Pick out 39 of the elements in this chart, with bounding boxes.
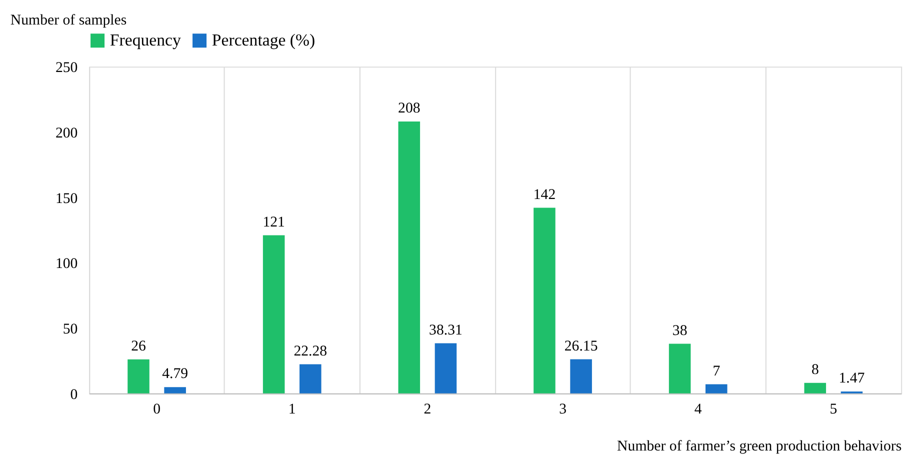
legend-label: Percentage (%)	[212, 30, 316, 50]
x-tick-label: 4	[694, 402, 702, 418]
data-label: 26	[131, 338, 146, 354]
bar	[164, 387, 186, 394]
data-label: 7	[712, 363, 720, 380]
y-tick-label: 50	[62, 321, 78, 338]
data-label: 142	[533, 186, 556, 203]
y-tick-label: 0	[70, 386, 78, 403]
data-label: 8	[811, 362, 819, 378]
x-tick-label: 2	[424, 402, 432, 418]
data-label: 208	[398, 100, 420, 117]
bar	[398, 122, 420, 394]
data-label: 38	[672, 322, 688, 339]
x-tick-label: 3	[559, 402, 566, 418]
y-tick-label: 150	[55, 190, 78, 207]
y-tick-label: 100	[55, 256, 78, 272]
x-tick-label: 1	[288, 402, 296, 418]
y-tick-label: 250	[55, 60, 78, 76]
bar	[570, 359, 592, 394]
data-label: 1.47	[838, 370, 865, 387]
x-tick-label: 0	[153, 402, 160, 418]
data-label: 22.28	[294, 343, 328, 360]
bar	[706, 384, 728, 394]
bar	[128, 359, 150, 394]
bar	[434, 343, 457, 394]
bar	[300, 364, 322, 394]
data-label: 4.79	[162, 366, 188, 382]
data-label: 38.31	[429, 322, 462, 338]
x-tick-label: 5	[830, 402, 838, 418]
y-tick-label: 200	[55, 125, 78, 142]
legend-label: Frequency	[110, 30, 182, 50]
data-label: 26.15	[564, 338, 598, 354]
y-axis-title: Number of samples	[10, 12, 127, 29]
bar	[262, 235, 285, 394]
bar	[668, 344, 691, 394]
data-label: 121	[262, 214, 285, 230]
bar	[804, 382, 826, 394]
bar	[534, 208, 556, 394]
x-axis-title: Number of farmer’s green production behaviors	[617, 438, 902, 454]
